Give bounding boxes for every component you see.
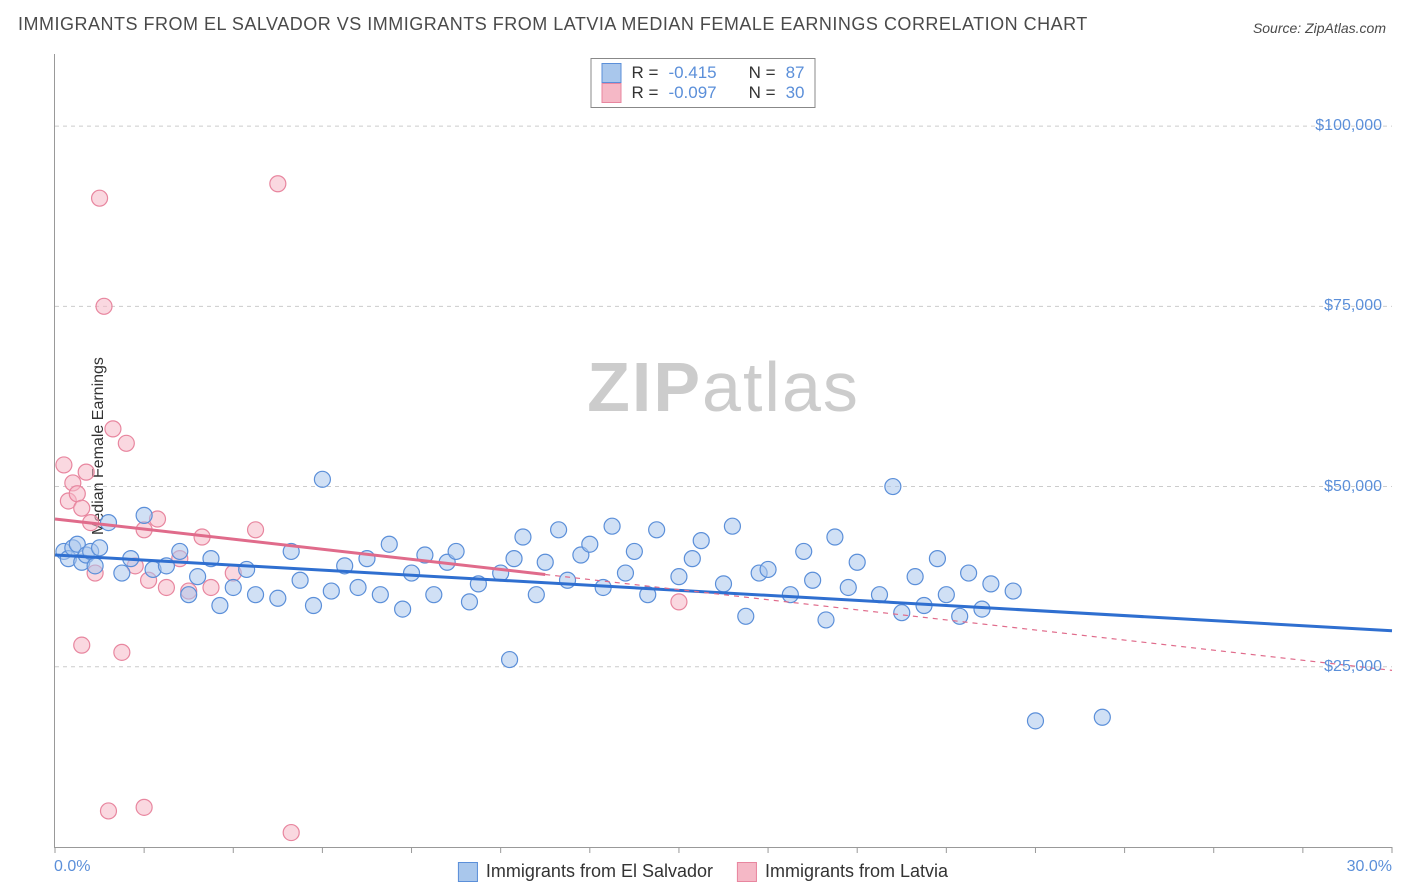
x-axis-max-label: 30.0% [1347, 858, 1392, 876]
chart-title: IMMIGRANTS FROM EL SALVADOR VS IMMIGRANT… [18, 14, 1088, 35]
legend-row-1: R = -0.415 N = 87 [602, 63, 805, 83]
legend-swatch-3 [458, 862, 478, 882]
y-tick-label: $25,000 [1324, 658, 1382, 676]
scatter-chart [55, 54, 1392, 847]
legend-row-2: R = -0.097 N = 30 [602, 83, 805, 103]
y-tick-label: $100,000 [1315, 117, 1382, 135]
y-tick-label: $50,000 [1324, 478, 1382, 496]
legend-bottom: Immigrants from El Salvador Immigrants f… [458, 861, 948, 882]
legend-top: R = -0.415 N = 87 R = -0.097 N = 30 [591, 58, 816, 108]
legend-swatch-2 [602, 83, 622, 103]
legend-swatch-4 [737, 862, 757, 882]
legend-item-2: Immigrants from Latvia [737, 861, 948, 882]
y-tick-label: $75,000 [1324, 297, 1382, 315]
plot-area: ZIPatlas $25,000$50,000$75,000$100,000 [54, 54, 1392, 848]
legend-swatch-1 [602, 63, 622, 83]
source-label: Source: ZipAtlas.com [1253, 20, 1386, 36]
legend-item-1: Immigrants from El Salvador [458, 861, 713, 882]
x-axis-min-label: 0.0% [54, 858, 90, 876]
